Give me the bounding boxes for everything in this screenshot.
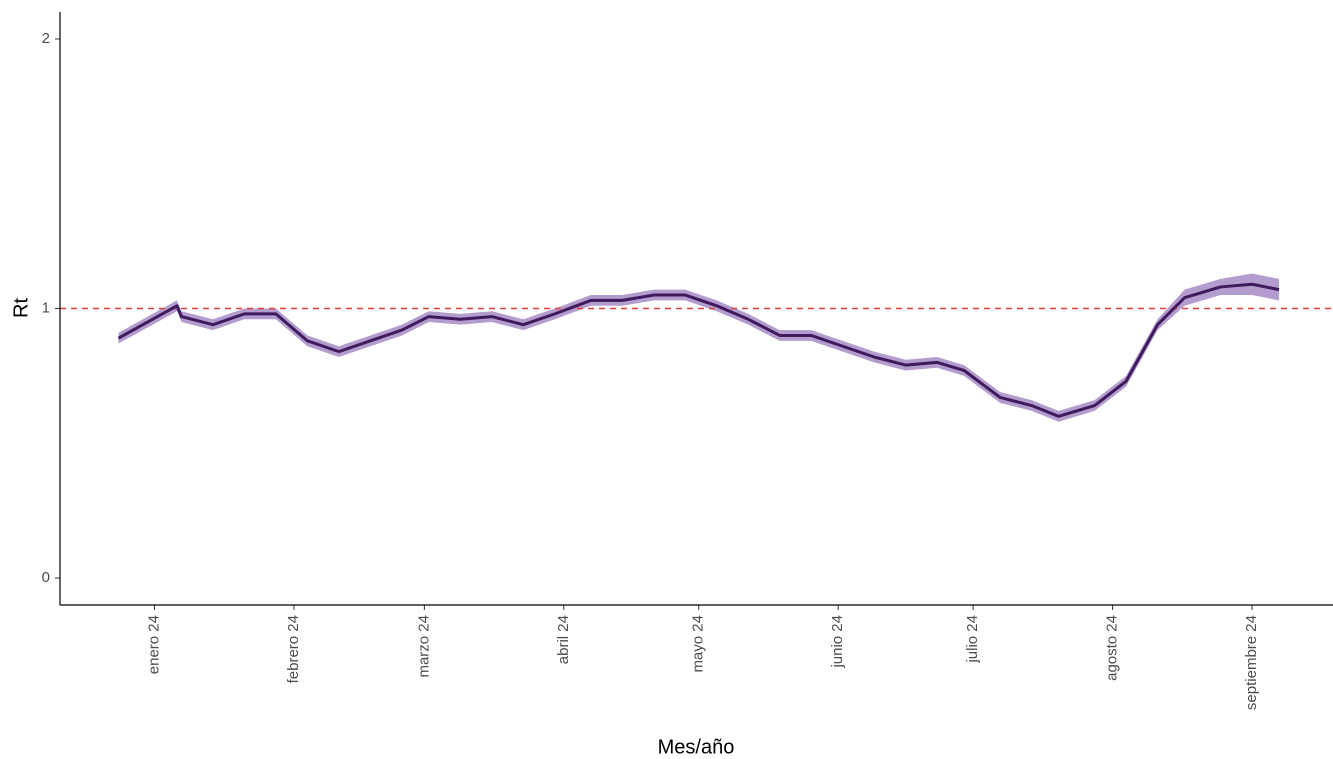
x-tick-label: enero 24 — [145, 615, 162, 674]
x-tick-label: junio 24 — [829, 615, 846, 669]
y-tick-label: 1 — [42, 299, 50, 316]
confidence-band — [118, 273, 1280, 422]
x-tick-label: mayo 24 — [690, 615, 707, 673]
x-tick-label: septiembre 24 — [1243, 615, 1260, 710]
x-tick-label: agosto 24 — [1104, 615, 1121, 681]
x-axis-title: Mes/año — [658, 736, 735, 758]
rt-line — [117, 282, 1280, 418]
y-tick-label: 2 — [42, 30, 50, 47]
x-tick-label: abril 24 — [555, 615, 572, 664]
x-tick-label: febrero 24 — [285, 615, 302, 683]
x-tick-label: julio 24 — [964, 615, 981, 664]
y-axis-title: Rt — [10, 298, 32, 318]
y-tick-label: 0 — [42, 569, 50, 586]
x-tick-label: marzo 24 — [415, 615, 432, 678]
